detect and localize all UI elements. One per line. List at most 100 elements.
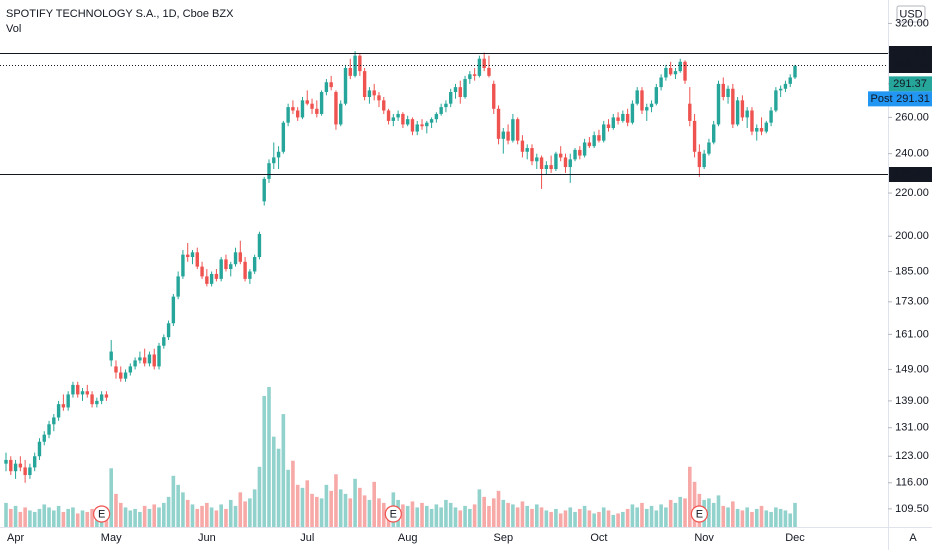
- x-tick-label: May: [101, 532, 122, 544]
- candle-body: [147, 354, 152, 364]
- volume-bar: [90, 508, 94, 527]
- volume-bar: [367, 499, 372, 527]
- volume-bar: [659, 504, 663, 527]
- candle-body: [229, 264, 233, 270]
- axes: 320.00300.00280.00260.00240.00220.00200.…: [7, 17, 932, 544]
- x-tick-label: Jun: [198, 532, 216, 544]
- candle-body: [611, 117, 615, 128]
- candle-body: [740, 100, 745, 118]
- candle-body: [319, 92, 324, 114]
- volume-bar: [745, 507, 749, 527]
- candle-body: [726, 88, 730, 97]
- volume-bar: [774, 507, 778, 527]
- volume-bar: [640, 502, 644, 527]
- volume-bar: [783, 510, 788, 527]
- y-tick-label: 260.00: [895, 111, 929, 123]
- volume-bar: [750, 511, 754, 527]
- volume-bar: [606, 510, 611, 527]
- volume-bar: [219, 504, 223, 527]
- candle-body: [621, 113, 625, 121]
- volume-bar: [262, 396, 267, 527]
- candle-body: [367, 90, 372, 97]
- volume-bar: [534, 504, 539, 527]
- candle-body: [32, 456, 37, 468]
- level-box: [889, 167, 932, 182]
- volume-bar: [621, 511, 625, 527]
- volume-bar: [224, 508, 228, 527]
- earnings-label: E: [696, 508, 703, 520]
- candle-body: [759, 127, 764, 132]
- volume-bar: [315, 496, 319, 527]
- volume-bar: [66, 508, 70, 527]
- currency-box[interactable]: [896, 5, 926, 23]
- candle-body: [200, 266, 204, 277]
- volume-bar: [18, 511, 23, 527]
- volume-bar: [410, 501, 415, 527]
- candle-body: [415, 124, 419, 132]
- volume-bar: [425, 505, 429, 527]
- level-label: 299.67: [893, 47, 927, 59]
- candle-body: [66, 394, 70, 408]
- volume-bar: [200, 505, 204, 527]
- x-tick-label: Nov: [694, 532, 714, 544]
- volume-bar: [554, 508, 558, 527]
- scale-mode[interactable]: A: [909, 532, 917, 544]
- candle-body: [13, 463, 18, 472]
- volume-bar: [788, 513, 793, 527]
- volume-bar: [319, 498, 324, 527]
- candle-body: [52, 417, 56, 425]
- volume-bar: [597, 511, 601, 527]
- candle-body: [707, 142, 711, 154]
- volume-bar: [252, 489, 257, 527]
- candle-body: [477, 58, 482, 76]
- volume-bar: [42, 504, 47, 527]
- volume-bar: [147, 508, 152, 527]
- volume-bar: [176, 484, 180, 527]
- candle-body: [425, 122, 429, 127]
- volume-bar: [310, 493, 314, 527]
- candle-body: [659, 77, 663, 88]
- volume-bar: [616, 513, 620, 527]
- candle-body: [114, 366, 118, 373]
- candle-body: [214, 273, 219, 279]
- candle-body: [372, 90, 376, 96]
- candle-body: [18, 463, 23, 468]
- candle-body: [716, 83, 721, 125]
- x-tick-label: Aug: [398, 532, 418, 544]
- currency[interactable]: USD: [899, 8, 922, 20]
- candle-body: [90, 394, 94, 405]
- candle-body: [305, 100, 309, 104]
- volume-bar: [128, 510, 133, 527]
- candle-body: [482, 58, 486, 68]
- volume-bar: [711, 502, 716, 527]
- y-tick-label: 173.00: [895, 296, 929, 308]
- candle-body: [109, 351, 113, 361]
- volume-bar: [114, 493, 118, 527]
- volume-bar: [343, 493, 348, 527]
- volume-bar: [47, 507, 51, 527]
- volume-bar: [166, 496, 171, 527]
- candle-body: [238, 252, 243, 262]
- volume-bar: [635, 507, 639, 527]
- candle-body: [71, 384, 75, 395]
- level-label: 229.47: [893, 168, 927, 180]
- y-tick-label: 131.00: [895, 422, 929, 434]
- candle-body: [61, 404, 66, 408]
- volume-bar: [754, 508, 759, 527]
- post-price-box: [895, 91, 932, 107]
- volume-bar: [592, 513, 596, 527]
- volume-bar: [678, 496, 683, 527]
- volume-bar: [348, 498, 353, 527]
- candle-body: [315, 108, 319, 114]
- candle-body: [496, 108, 501, 139]
- candle-body: [391, 117, 396, 121]
- chart-title: SPOTIFY TECHNOLOGY S.A., 1D, Cboe BZX: [6, 8, 234, 20]
- candle-body: [4, 459, 8, 464]
- candle-body: [329, 82, 333, 88]
- y-tick-label: 149.00: [895, 363, 929, 375]
- candle-body: [649, 103, 654, 108]
- volume-bar: [668, 499, 673, 527]
- volume-bar: [434, 504, 439, 527]
- candle-body: [520, 140, 525, 152]
- volume-bar: [496, 490, 501, 527]
